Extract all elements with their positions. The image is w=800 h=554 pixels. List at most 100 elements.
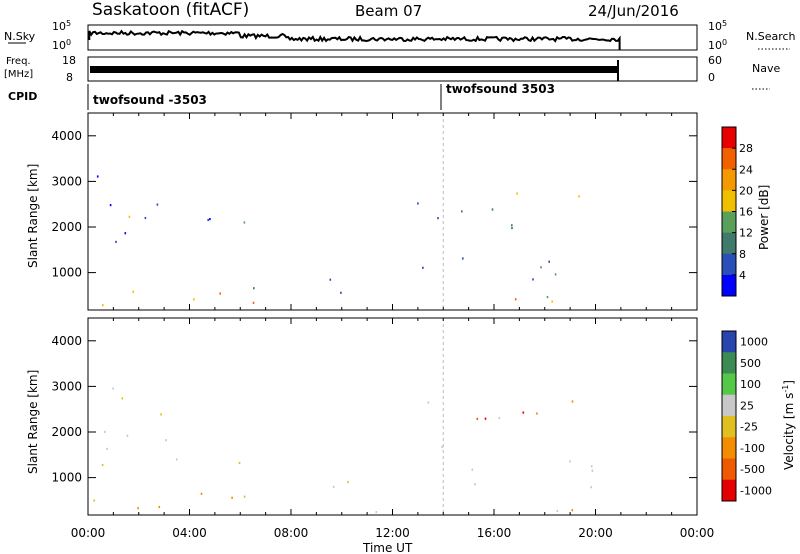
x-tick-label: 08:00: [274, 526, 309, 540]
cpid-segment-1: twofsound -3503: [93, 93, 207, 107]
freq-panel: [87, 56, 698, 82]
freq-unit: [MHz]: [4, 69, 33, 80]
heatmap-cell: [514, 298, 517, 301]
heatmap-cell: [476, 417, 479, 420]
colorbar-tick: 16: [739, 206, 753, 219]
heatmap-cell: [551, 300, 553, 303]
y-tick-label: 4000: [51, 334, 82, 348]
heatmap-cell: [156, 203, 159, 206]
heatmap-cell: [498, 417, 501, 420]
nsearch-tick-low: 100: [708, 38, 727, 52]
heatmap-cell: [422, 266, 424, 269]
colorbar-swatch: [722, 127, 736, 149]
heatmap-cell: [536, 412, 538, 415]
freq-tick-low: 8: [66, 71, 73, 84]
heatmap-cell: [591, 469, 594, 472]
heatmap-cell: [93, 499, 96, 502]
y-tick-label: 2000: [51, 425, 82, 439]
y-tick-label: 4000: [51, 129, 82, 143]
velocity-cbar-label: Velocity [m s-1]: [781, 380, 796, 470]
colorbar-tick: -500: [740, 463, 765, 476]
colorbar-swatch: [722, 394, 736, 417]
power-panel-frame: [87, 112, 698, 311]
colorbar-swatch: [722, 479, 736, 502]
heatmap-cell: [571, 400, 574, 403]
colorbar-tick: -1000: [740, 484, 772, 497]
heatmap-cell: [332, 485, 335, 488]
date-title: 24/Jun/2016: [588, 2, 679, 20]
heatmap-cell: [511, 224, 513, 227]
heatmap-cell: [124, 232, 127, 235]
colorbar-swatch: [722, 352, 736, 374]
velocity-colorbar: 1000 500 100 25 -25 -100 -500 -1000: [721, 330, 772, 502]
x-tick-label: 00:00: [71, 526, 106, 540]
x-tick-label: 16:00: [477, 526, 512, 540]
heatmap-cell: [569, 460, 571, 463]
x-tick-label: 12:00: [375, 526, 410, 540]
heatmap-cell: [461, 210, 463, 213]
x-axis-title: Time UT: [362, 541, 413, 554]
heatmap-cell: [252, 301, 255, 304]
heatmap-cell: [137, 507, 139, 510]
heatmap-cell: [128, 215, 131, 218]
heatmap-cell: [375, 511, 378, 514]
cpid-label: CPID: [8, 90, 37, 103]
y-tick-label: 2000: [51, 220, 82, 234]
colorbar-swatch: [722, 232, 736, 255]
heatmap-cell: [243, 495, 246, 498]
nsearch-label: N.Search: [746, 30, 796, 43]
heatmap-cell: [115, 240, 117, 243]
colorbar-tick: 20: [739, 184, 753, 197]
colorbar-swatch: [722, 274, 736, 297]
heatmap-cell: [96, 175, 99, 178]
heatmap-cell: [106, 447, 108, 450]
colorbar-tick: 100: [740, 378, 761, 391]
heatmap-cell: [417, 202, 419, 205]
nsky-tick-high: 105: [52, 19, 71, 33]
y-tick-label: 1000: [51, 266, 82, 280]
colorbar-swatch: [722, 253, 736, 276]
nsky-panel: [87, 24, 698, 51]
heatmap-cell: [158, 505, 161, 509]
velocity-heatmap: [93, 318, 594, 515]
y-tick-label: 3000: [51, 379, 82, 393]
heatmap-cell: [578, 195, 580, 198]
colorbar-tick: 24: [739, 163, 753, 176]
colorbar-swatch: [722, 190, 736, 212]
colorbar-swatch: [722, 211, 736, 234]
heatmap-cell: [511, 227, 513, 230]
y-tick-label: 1000: [51, 471, 82, 485]
heatmap-cell: [474, 483, 476, 486]
heatmap-cell: [437, 217, 439, 220]
power-colorbar: 4 8 12 16 20 24 28: [721, 126, 753, 297]
heatmap-cell: [101, 463, 104, 467]
nsky-tick-low: 100: [52, 38, 71, 52]
heatmap-cell: [243, 221, 246, 224]
heatmap-cell: [554, 273, 557, 276]
station-title: Saskatoon (fitACF): [92, 0, 249, 20]
nave-label: Nave: [752, 62, 780, 75]
heatmap-cell: [471, 468, 474, 471]
heatmap-cell: [540, 266, 542, 269]
heatmap-cell: [112, 387, 114, 390]
colorbar-swatch: [722, 416, 736, 438]
freq-label: Freq.: [6, 56, 31, 67]
velocity-panel-frame: [87, 317, 698, 516]
heatmap-cell: [556, 510, 559, 513]
nave-tick-low: 0: [708, 71, 715, 84]
colorbar-swatch: [722, 458, 736, 481]
velocity-ylabel: Slant Range [km]: [26, 370, 40, 474]
colorbar-swatch: [722, 148, 736, 170]
colorbar-swatch: [722, 437, 736, 459]
x-tick-label: 20:00: [578, 526, 613, 540]
heatmap-cell: [219, 292, 221, 295]
nsky-label: N.Sky: [4, 30, 36, 43]
colorbar-swatch: [722, 373, 736, 396]
heatmap-cell: [347, 481, 349, 484]
heatmap-cell: [102, 304, 104, 307]
heatmap-cell: [132, 290, 135, 293]
heatmap-cell: [231, 496, 233, 499]
nsky-trace: [88, 29, 621, 51]
power-heatmap: [96, 113, 580, 310]
